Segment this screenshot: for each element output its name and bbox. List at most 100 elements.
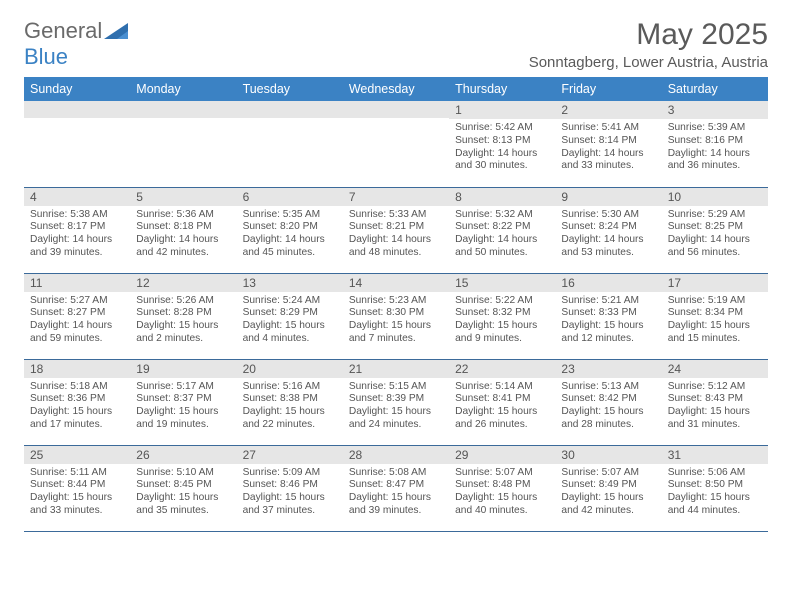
day-number: 15 [449, 274, 555, 292]
calendar-day-cell: 20Sunrise: 5:16 AMSunset: 8:38 PMDayligh… [237, 359, 343, 445]
calendar-day-cell: 13Sunrise: 5:24 AMSunset: 8:29 PMDayligh… [237, 273, 343, 359]
day-details: Sunrise: 5:07 AMSunset: 8:48 PMDaylight:… [449, 464, 555, 522]
day-number: 14 [343, 274, 449, 292]
day-details: Sunrise: 5:38 AMSunset: 8:17 PMDaylight:… [24, 206, 130, 264]
day-details: Sunrise: 5:35 AMSunset: 8:20 PMDaylight:… [237, 206, 343, 264]
day-number [237, 101, 343, 118]
day-details: Sunrise: 5:13 AMSunset: 8:42 PMDaylight:… [555, 378, 661, 436]
calendar-day-cell: 5Sunrise: 5:36 AMSunset: 8:18 PMDaylight… [130, 187, 236, 273]
day-header: Thursday [449, 77, 555, 101]
logo: General [24, 18, 132, 44]
day-number: 1 [449, 101, 555, 119]
day-number: 4 [24, 188, 130, 206]
day-number: 2 [555, 101, 661, 119]
calendar-day-cell: 14Sunrise: 5:23 AMSunset: 8:30 PMDayligh… [343, 273, 449, 359]
calendar-day-cell: 26Sunrise: 5:10 AMSunset: 8:45 PMDayligh… [130, 445, 236, 531]
calendar-day-cell: 19Sunrise: 5:17 AMSunset: 8:37 PMDayligh… [130, 359, 236, 445]
calendar-day-cell [24, 101, 130, 187]
calendar-day-cell: 18Sunrise: 5:18 AMSunset: 8:36 PMDayligh… [24, 359, 130, 445]
day-details: Sunrise: 5:22 AMSunset: 8:32 PMDaylight:… [449, 292, 555, 350]
day-details: Sunrise: 5:09 AMSunset: 8:46 PMDaylight:… [237, 464, 343, 522]
day-details: Sunrise: 5:29 AMSunset: 8:25 PMDaylight:… [662, 206, 768, 264]
day-details: Sunrise: 5:18 AMSunset: 8:36 PMDaylight:… [24, 378, 130, 436]
day-number: 30 [555, 446, 661, 464]
day-details: Sunrise: 5:23 AMSunset: 8:30 PMDaylight:… [343, 292, 449, 350]
day-number: 3 [662, 101, 768, 119]
day-number: 31 [662, 446, 768, 464]
day-number: 26 [130, 446, 236, 464]
page-title: May 2025 [529, 18, 768, 52]
calendar-day-cell: 23Sunrise: 5:13 AMSunset: 8:42 PMDayligh… [555, 359, 661, 445]
day-details: Sunrise: 5:10 AMSunset: 8:45 PMDaylight:… [130, 464, 236, 522]
day-header: Tuesday [237, 77, 343, 101]
title-block: May 2025 Sonntagberg, Lower Austria, Aus… [529, 18, 768, 71]
day-details: Sunrise: 5:30 AMSunset: 8:24 PMDaylight:… [555, 206, 661, 264]
day-number [24, 101, 130, 118]
day-number: 28 [343, 446, 449, 464]
day-number: 7 [343, 188, 449, 206]
calendar-day-cell: 1Sunrise: 5:42 AMSunset: 8:13 PMDaylight… [449, 101, 555, 187]
day-details: Sunrise: 5:32 AMSunset: 8:22 PMDaylight:… [449, 206, 555, 264]
calendar-day-cell: 21Sunrise: 5:15 AMSunset: 8:39 PMDayligh… [343, 359, 449, 445]
calendar-day-cell: 28Sunrise: 5:08 AMSunset: 8:47 PMDayligh… [343, 445, 449, 531]
day-details: Sunrise: 5:15 AMSunset: 8:39 PMDaylight:… [343, 378, 449, 436]
day-number: 11 [24, 274, 130, 292]
calendar-day-cell: 29Sunrise: 5:07 AMSunset: 8:48 PMDayligh… [449, 445, 555, 531]
calendar-day-cell [237, 101, 343, 187]
day-details: Sunrise: 5:17 AMSunset: 8:37 PMDaylight:… [130, 378, 236, 436]
day-number: 16 [555, 274, 661, 292]
day-number: 25 [24, 446, 130, 464]
calendar-day-cell: 16Sunrise: 5:21 AMSunset: 8:33 PMDayligh… [555, 273, 661, 359]
logo-text-general: General [24, 18, 102, 44]
day-details: Sunrise: 5:19 AMSunset: 8:34 PMDaylight:… [662, 292, 768, 350]
page-header: General May 2025 Sonntagberg, Lower Aust… [24, 18, 768, 71]
day-number: 27 [237, 446, 343, 464]
day-number: 23 [555, 360, 661, 378]
calendar-day-cell: 9Sunrise: 5:30 AMSunset: 8:24 PMDaylight… [555, 187, 661, 273]
day-number [130, 101, 236, 118]
calendar-day-cell: 24Sunrise: 5:12 AMSunset: 8:43 PMDayligh… [662, 359, 768, 445]
day-details: Sunrise: 5:08 AMSunset: 8:47 PMDaylight:… [343, 464, 449, 522]
day-details: Sunrise: 5:41 AMSunset: 8:14 PMDaylight:… [555, 119, 661, 177]
calendar-body: 1Sunrise: 5:42 AMSunset: 8:13 PMDaylight… [24, 101, 768, 531]
day-header: Monday [130, 77, 236, 101]
day-number: 17 [662, 274, 768, 292]
day-details: Sunrise: 5:07 AMSunset: 8:49 PMDaylight:… [555, 464, 661, 522]
calendar-head: SundayMondayTuesdayWednesdayThursdayFrid… [24, 77, 768, 101]
day-details: Sunrise: 5:12 AMSunset: 8:43 PMDaylight:… [662, 378, 768, 436]
calendar-day-cell [130, 101, 236, 187]
day-details: Sunrise: 5:16 AMSunset: 8:38 PMDaylight:… [237, 378, 343, 436]
day-number: 24 [662, 360, 768, 378]
calendar-day-cell: 10Sunrise: 5:29 AMSunset: 8:25 PMDayligh… [662, 187, 768, 273]
day-details: Sunrise: 5:42 AMSunset: 8:13 PMDaylight:… [449, 119, 555, 177]
day-details: Sunrise: 5:33 AMSunset: 8:21 PMDaylight:… [343, 206, 449, 264]
day-details: Sunrise: 5:06 AMSunset: 8:50 PMDaylight:… [662, 464, 768, 522]
logo-triangle-icon [104, 21, 130, 41]
day-number: 8 [449, 188, 555, 206]
calendar-day-cell: 12Sunrise: 5:26 AMSunset: 8:28 PMDayligh… [130, 273, 236, 359]
day-number: 13 [237, 274, 343, 292]
day-details: Sunrise: 5:39 AMSunset: 8:16 PMDaylight:… [662, 119, 768, 177]
day-header: Saturday [662, 77, 768, 101]
day-details: Sunrise: 5:36 AMSunset: 8:18 PMDaylight:… [130, 206, 236, 264]
calendar-week-row: 4Sunrise: 5:38 AMSunset: 8:17 PMDaylight… [24, 187, 768, 273]
day-number: 9 [555, 188, 661, 206]
calendar-day-cell: 31Sunrise: 5:06 AMSunset: 8:50 PMDayligh… [662, 445, 768, 531]
calendar-week-row: 1Sunrise: 5:42 AMSunset: 8:13 PMDaylight… [24, 101, 768, 187]
calendar-day-cell: 8Sunrise: 5:32 AMSunset: 8:22 PMDaylight… [449, 187, 555, 273]
day-details: Sunrise: 5:24 AMSunset: 8:29 PMDaylight:… [237, 292, 343, 350]
day-details: Sunrise: 5:11 AMSunset: 8:44 PMDaylight:… [24, 464, 130, 522]
calendar-day-cell: 17Sunrise: 5:19 AMSunset: 8:34 PMDayligh… [662, 273, 768, 359]
day-details: Sunrise: 5:21 AMSunset: 8:33 PMDaylight:… [555, 292, 661, 350]
day-number: 29 [449, 446, 555, 464]
calendar-day-cell: 6Sunrise: 5:35 AMSunset: 8:20 PMDaylight… [237, 187, 343, 273]
page-subtitle: Sonntagberg, Lower Austria, Austria [529, 54, 768, 71]
calendar-day-cell: 15Sunrise: 5:22 AMSunset: 8:32 PMDayligh… [449, 273, 555, 359]
day-number [343, 101, 449, 118]
day-number: 6 [237, 188, 343, 206]
day-details: Sunrise: 5:27 AMSunset: 8:27 PMDaylight:… [24, 292, 130, 350]
day-header: Wednesday [343, 77, 449, 101]
calendar-day-cell: 7Sunrise: 5:33 AMSunset: 8:21 PMDaylight… [343, 187, 449, 273]
calendar-day-cell: 27Sunrise: 5:09 AMSunset: 8:46 PMDayligh… [237, 445, 343, 531]
calendar-day-cell: 11Sunrise: 5:27 AMSunset: 8:27 PMDayligh… [24, 273, 130, 359]
